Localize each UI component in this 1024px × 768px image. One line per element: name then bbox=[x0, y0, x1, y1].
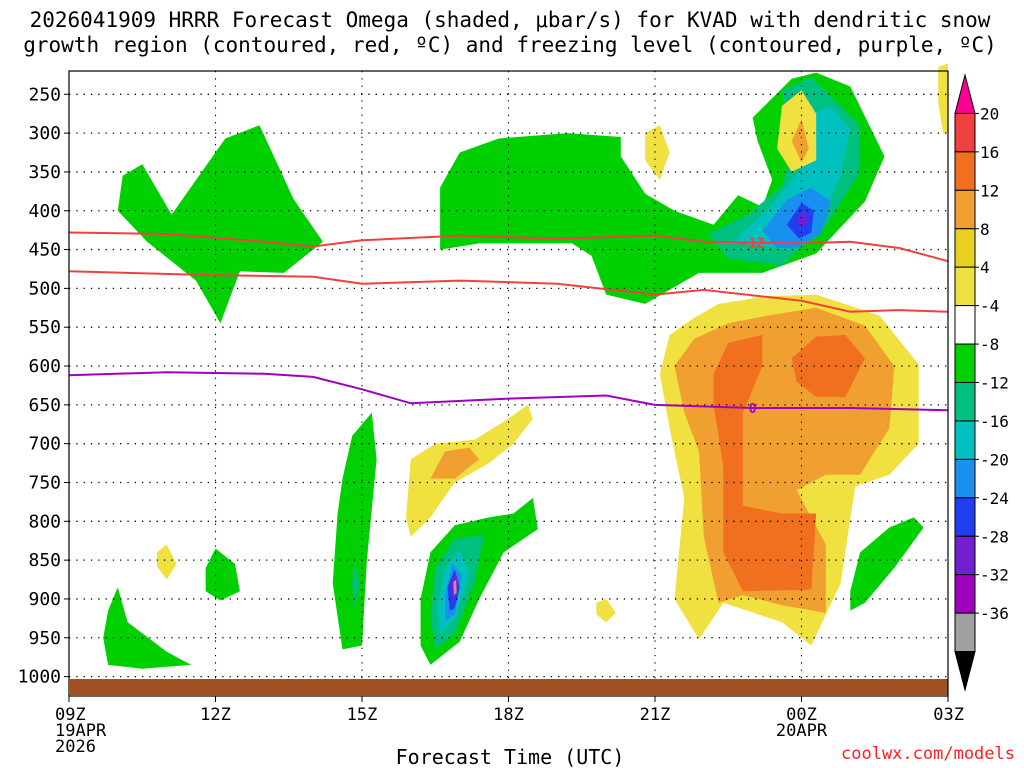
colorbar-label--20: -20 bbox=[980, 450, 1009, 469]
omega-region-20 bbox=[406, 404, 533, 537]
x-tick-sublabel-19APR: 19APR bbox=[55, 721, 107, 741]
x-axis-label: Forecast Time (UTC) bbox=[396, 745, 625, 768]
contour-lines: -12 0 bbox=[68, 231, 949, 417]
colorbar-label--16: -16 bbox=[980, 412, 1009, 431]
colorbar-label--8: -8 bbox=[980, 335, 999, 354]
omega-region-19 bbox=[453, 579, 457, 596]
contour-line-2 bbox=[68, 371, 949, 412]
contour-line-1 bbox=[68, 270, 949, 313]
colorbar-label--24: -24 bbox=[980, 489, 1009, 508]
omega-region-22 bbox=[645, 125, 670, 180]
omega-region-21 bbox=[430, 447, 480, 479]
colorbar-bin-15 bbox=[954, 651, 976, 692]
contour-line-0 bbox=[68, 231, 949, 263]
colorbar-bin-11 bbox=[954, 497, 976, 537]
omega-region-26 bbox=[596, 599, 616, 623]
y-tick-label-1000: 1000 bbox=[18, 667, 61, 688]
colorbar-bin-13 bbox=[954, 574, 976, 614]
colorbar-bin-14 bbox=[954, 612, 976, 653]
y-tick-label-700: 700 bbox=[28, 434, 61, 455]
omega-region-27 bbox=[156, 544, 177, 580]
colorbar-bin-10 bbox=[954, 458, 976, 499]
colorbar-label--36: -36 bbox=[980, 604, 1009, 623]
colorbar-bin-1 bbox=[954, 112, 976, 153]
x-tick-label-18Z: 18Z bbox=[493, 705, 524, 725]
y-axis: 250 300 350 400 450 500 550 600 650 700 750 800 850 9… bbox=[18, 84, 69, 688]
colorbar-label-12: 12 bbox=[980, 181, 999, 200]
pressure-gridlines bbox=[69, 71, 948, 696]
omega-shaded-regions bbox=[103, 63, 948, 669]
y-tick-label-600: 600 bbox=[28, 356, 61, 377]
colorbar-bin-7 bbox=[954, 343, 976, 383]
colorbar-label--28: -28 bbox=[980, 527, 1009, 546]
x-tick-label-15Z: 15Z bbox=[347, 705, 378, 725]
omega-region-24 bbox=[791, 119, 809, 163]
ground-surface bbox=[70, 679, 948, 695]
omega-region-7 bbox=[332, 412, 377, 650]
contour-label-2: 0 bbox=[749, 402, 757, 417]
x-tick-sublabel-2026: 2026 bbox=[55, 737, 96, 757]
colorbar-label-20: 20 bbox=[980, 104, 999, 123]
colorbar-bin-5 bbox=[954, 266, 976, 307]
y-tick-label-550: 550 bbox=[28, 317, 61, 338]
y-tick-label-450: 450 bbox=[28, 240, 61, 261]
colorbar-label--12: -12 bbox=[980, 374, 1009, 393]
colorbar-bin-12 bbox=[954, 535, 976, 576]
x-tick-sublabel-20APR: 20APR bbox=[776, 721, 828, 741]
omega-region-10 bbox=[205, 548, 240, 601]
y-tick-label-950: 950 bbox=[28, 628, 61, 649]
colorbar-bin-4 bbox=[954, 228, 976, 268]
colorbar-bin-8 bbox=[954, 382, 976, 422]
omega-region-0 bbox=[117, 125, 323, 324]
colorbar-bin-2 bbox=[954, 151, 976, 191]
y-tick-label-400: 400 bbox=[28, 201, 61, 222]
colorbar-bin-9 bbox=[954, 420, 976, 460]
colorbar-label--4: -4 bbox=[980, 297, 999, 316]
colorbar: 20 16 12 8 4 -4 -8 -12 -16 -20 -24 -28 -32 -36 bbox=[954, 73, 1009, 692]
chart-title-line2: growth region (contoured, red, ºC) and f… bbox=[23, 33, 997, 57]
plot-area: -12 0 bbox=[68, 63, 949, 697]
y-tick-label-750: 750 bbox=[28, 472, 61, 493]
x-tick-label-00Z: 00Z bbox=[786, 705, 817, 725]
omega-region-30 bbox=[713, 335, 817, 592]
x-tick-label-12Z: 12Z bbox=[200, 705, 231, 725]
y-tick-label-900: 900 bbox=[28, 589, 61, 610]
y-tick-label-650: 650 bbox=[28, 395, 61, 416]
colorbar-bin-0 bbox=[954, 73, 976, 114]
colorbar-label-4: 4 bbox=[980, 258, 990, 277]
colorbar-label-16: 16 bbox=[980, 143, 999, 162]
omega-region-9 bbox=[103, 587, 192, 669]
contour-label-0: -12 bbox=[741, 237, 764, 252]
y-tick-label-500: 500 bbox=[28, 278, 61, 299]
y-tick-label-350: 350 bbox=[28, 162, 61, 183]
omega-region-6 bbox=[796, 210, 809, 228]
credit-text: coolwx.com/models bbox=[841, 744, 1015, 764]
x-tick-label-09Z: 09Z bbox=[55, 705, 86, 725]
y-tick-label-800: 800 bbox=[28, 511, 61, 532]
colorbar-bin-3 bbox=[954, 189, 976, 230]
colorbar-label--32: -32 bbox=[980, 566, 1009, 585]
omega-region-11 bbox=[850, 517, 924, 611]
x-tick-label-21Z: 21Z bbox=[640, 705, 671, 725]
colorbar-bin-6 bbox=[954, 305, 976, 345]
omega-region-25 bbox=[938, 63, 948, 134]
colorbar-label-8: 8 bbox=[980, 220, 990, 239]
x-tick-label-03Z: 03Z bbox=[933, 705, 964, 725]
y-tick-label-300: 300 bbox=[28, 123, 61, 144]
y-tick-label-850: 850 bbox=[28, 550, 61, 571]
y-tick-label-250: 250 bbox=[28, 84, 61, 105]
chart-title-line1: 2026041909 HRRR Forecast Omega (shaded, … bbox=[30, 8, 991, 32]
